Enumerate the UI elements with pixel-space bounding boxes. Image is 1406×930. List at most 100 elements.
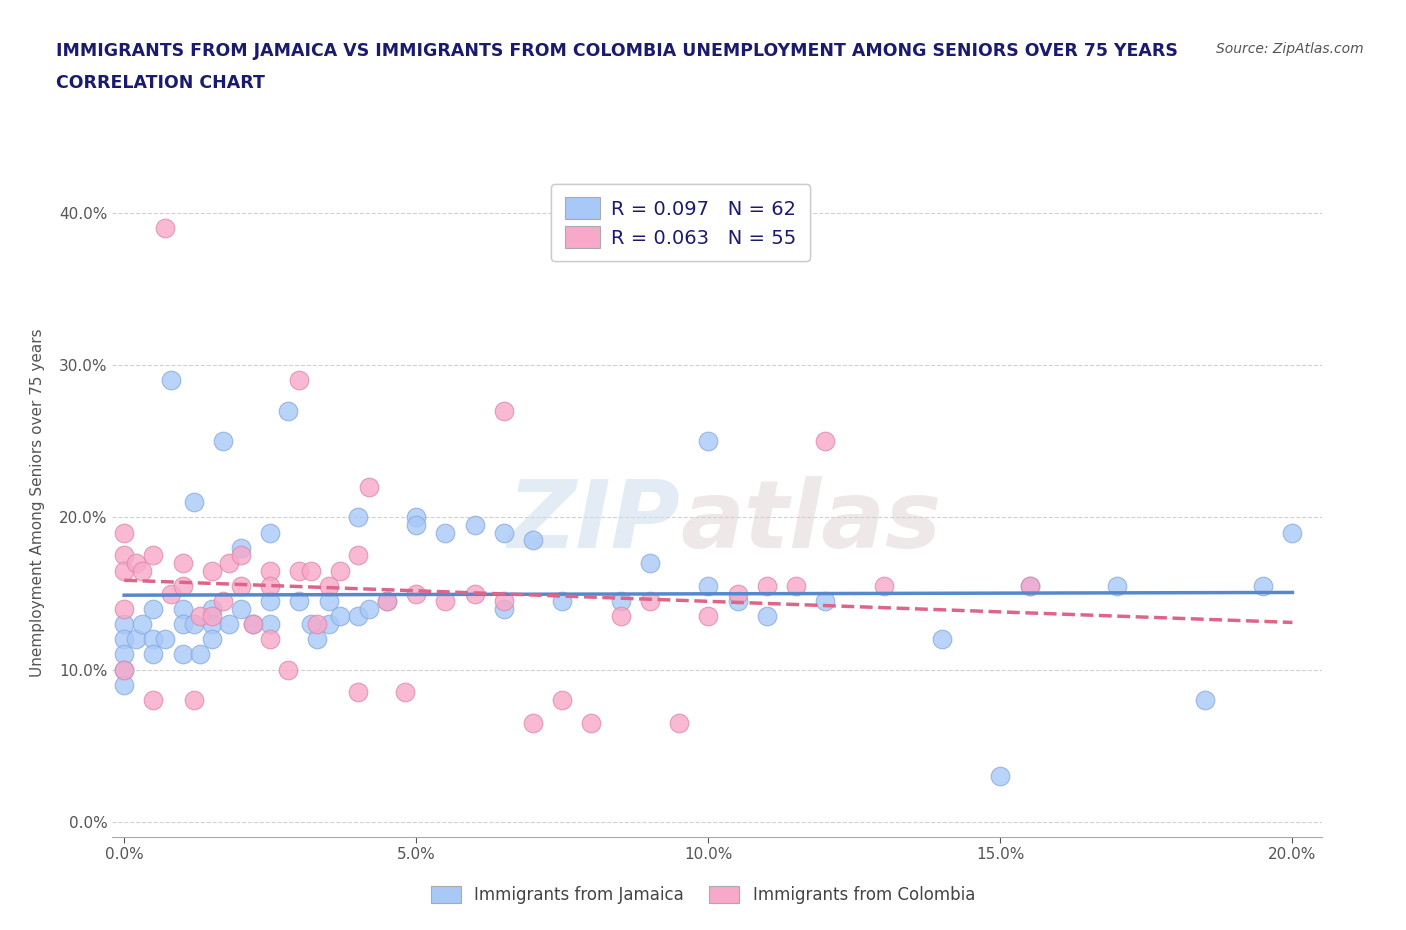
Point [172, 578, 194, 593]
Text: Source: ZipAtlas.com: Source: ZipAtlas.com [1216, 42, 1364, 56]
Point [142, 631, 165, 646]
Point [329, 564, 352, 578]
Point [229, 602, 252, 617]
Legend: R = 0.097   N = 62, R = 0.063   N = 55: R = 0.097 N = 62, R = 0.063 N = 55 [551, 184, 810, 261]
Point [183, 693, 205, 708]
Point [346, 510, 368, 525]
Point [609, 593, 631, 608]
Point [1018, 578, 1040, 593]
Point [218, 617, 240, 631]
Point [142, 647, 165, 662]
Point [755, 578, 778, 593]
Point [375, 593, 398, 608]
Point [259, 631, 281, 646]
Point [305, 631, 328, 646]
Text: ZIP: ZIP [508, 476, 681, 568]
Point [697, 578, 720, 593]
Point [375, 593, 398, 608]
Point [277, 404, 299, 418]
Point [492, 593, 515, 608]
Point [153, 220, 176, 235]
Point [299, 617, 322, 631]
Legend: Immigrants from Jamaica, Immigrants from Colombia: Immigrants from Jamaica, Immigrants from… [423, 878, 983, 912]
Point [259, 564, 281, 578]
Point [727, 593, 749, 608]
Point [668, 715, 690, 730]
Point [346, 609, 368, 624]
Point [814, 434, 837, 449]
Point [492, 525, 515, 540]
Point [172, 617, 194, 631]
Point [142, 602, 165, 617]
Point [638, 593, 661, 608]
Point [112, 617, 135, 631]
Point [434, 525, 457, 540]
Point [125, 555, 148, 570]
Point [131, 564, 153, 578]
Point [112, 525, 135, 540]
Point [318, 593, 340, 608]
Point [638, 555, 661, 570]
Point [814, 593, 837, 608]
Point [259, 578, 281, 593]
Point [112, 548, 135, 563]
Point [142, 693, 165, 708]
Point [112, 662, 135, 677]
Point [188, 647, 211, 662]
Point [755, 609, 778, 624]
Point [405, 518, 427, 533]
Point [201, 631, 224, 646]
Point [1194, 693, 1216, 708]
Point [522, 533, 544, 548]
Point [112, 631, 135, 646]
Point [405, 586, 427, 601]
Point [609, 609, 631, 624]
Point [346, 548, 368, 563]
Point [242, 617, 264, 631]
Point [259, 525, 281, 540]
Point [727, 586, 749, 601]
Point [551, 693, 574, 708]
Point [305, 617, 328, 631]
Point [551, 593, 574, 608]
Point [318, 578, 340, 593]
Point [201, 602, 224, 617]
Point [299, 564, 322, 578]
Point [153, 631, 176, 646]
Point [183, 495, 205, 510]
Point [259, 617, 281, 631]
Point [394, 685, 416, 700]
Point [988, 769, 1011, 784]
Point [131, 617, 153, 631]
Point [201, 609, 224, 624]
Point [434, 593, 457, 608]
Point [359, 602, 381, 617]
Point [112, 677, 135, 692]
Point [112, 564, 135, 578]
Point [277, 662, 299, 677]
Point [229, 578, 252, 593]
Point [112, 602, 135, 617]
Point [492, 602, 515, 617]
Point [872, 578, 894, 593]
Point [1107, 578, 1129, 593]
Point [697, 609, 720, 624]
Point [229, 540, 252, 555]
Point [405, 510, 427, 525]
Text: CORRELATION CHART: CORRELATION CHART [56, 74, 266, 92]
Point [160, 586, 183, 601]
Point [201, 617, 224, 631]
Point [259, 593, 281, 608]
Point [492, 404, 515, 418]
Point [288, 593, 311, 608]
Point [229, 548, 252, 563]
Point [212, 434, 235, 449]
Point [329, 609, 352, 624]
Point [201, 564, 224, 578]
Point [464, 586, 486, 601]
Point [142, 548, 165, 563]
Point [188, 609, 211, 624]
Point [218, 555, 240, 570]
Point [359, 480, 381, 495]
Point [112, 662, 135, 677]
